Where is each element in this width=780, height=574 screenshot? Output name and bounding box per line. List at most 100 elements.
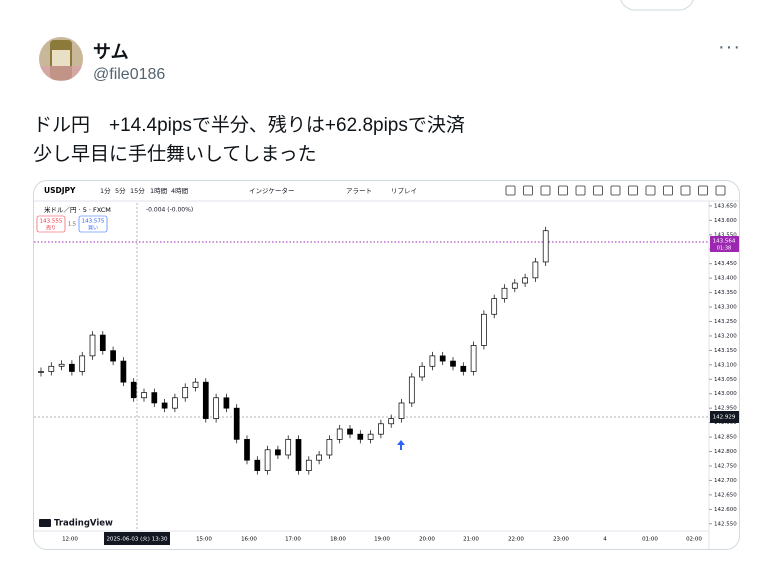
candle-body	[89, 334, 96, 357]
time-label: 19:00	[374, 537, 390, 543]
time-label: 12:00	[62, 537, 78, 543]
price-tick-label: 143.650	[714, 203, 737, 209]
buy-price: 143.575	[82, 219, 105, 225]
time-label: 20:00	[419, 537, 435, 543]
tweet-text-line: 少し早目に手仕舞いしてしまった	[33, 144, 317, 165]
cursor-price: 142.929	[713, 415, 736, 421]
toolbar-item[interactable]: リプレイ	[391, 187, 417, 195]
time-label: 01:00	[642, 537, 658, 543]
drawing-tool	[663, 185, 673, 196]
candle-body	[295, 439, 302, 471]
tweet-text-line: ドル円 +14.4pipsで半分、残りは+62.8pipsで決済	[33, 115, 465, 136]
price-tick-label: 142.650	[714, 492, 737, 498]
candle-body	[275, 449, 281, 456]
change: -0.004 (-0.00%)	[146, 207, 193, 214]
candle-body	[378, 423, 384, 435]
drawing-tool	[575, 185, 586, 196]
chart-image[interactable]: USDJPY 1分 5分 15分 1時間 4時間 インジケーター アラート リプレイ 米ドル／円 …	[33, 180, 740, 550]
candle-body	[408, 376, 415, 404]
price-tick-label: 142.750	[714, 463, 737, 469]
candle-body	[491, 298, 498, 315]
candle-body	[192, 381, 199, 388]
buy-label: 買い	[88, 226, 98, 232]
toolbar-item[interactable]: 5分	[115, 186, 126, 195]
top-fragment	[620, 0, 694, 11]
price-tick-label: 142.950	[714, 406, 737, 412]
candle-body	[202, 381, 209, 419]
sell-label: 売り	[46, 225, 56, 232]
author-name[interactable]: サム	[93, 42, 129, 62]
follow-button-edge[interactable]	[620, 0, 694, 11]
candle-body	[151, 392, 158, 404]
drawing-tool	[628, 185, 638, 196]
drawing-tool	[558, 185, 568, 196]
candle-body	[419, 365, 425, 378]
candle-body	[429, 355, 436, 367]
time-label: 16:00	[241, 537, 257, 543]
chart-screenshot: USDJPY 1分 5分 15分 1時間 4時間 インジケーター アラート リプレイ米ドル／円 …	[34, 185, 739, 549]
author-handle[interactable]: @file0186	[93, 66, 166, 83]
candle-body	[439, 355, 446, 362]
candle-body	[450, 360, 456, 367]
candle-body	[172, 397, 178, 409]
spread: 1.5	[68, 222, 76, 228]
drawing-tool	[610, 185, 621, 196]
time-label: 22:00	[508, 537, 524, 543]
buy-box	[78, 215, 108, 233]
toolbar-item[interactable]: インジケーター	[249, 186, 295, 195]
candle-body	[460, 365, 467, 372]
candle-body	[305, 459, 312, 471]
drawing-tool	[715, 185, 726, 196]
avatar[interactable]	[38, 36, 84, 82]
more-button[interactable]: ···	[718, 36, 741, 58]
toolbar-item[interactable]: アラート	[346, 187, 372, 195]
candle-body	[161, 402, 168, 409]
toolbar-item[interactable]: 15分	[130, 186, 145, 195]
brand-mark	[39, 519, 51, 527]
price-tick-label: 143.400	[714, 276, 737, 282]
candle-body	[532, 261, 539, 279]
candle-body	[542, 230, 549, 263]
candle-body	[99, 334, 106, 352]
drawing-tool	[540, 185, 551, 196]
signal-arrow	[397, 440, 405, 450]
candle-body	[522, 277, 528, 284]
drawing-tool	[523, 185, 533, 196]
price-tick-label: 143.450	[714, 261, 737, 267]
candle-body	[120, 360, 127, 383]
candle-body	[264, 449, 271, 471]
legend: 米ドル／円 · 5 · FXCM	[44, 205, 111, 214]
toolbar-item[interactable]: 1分	[100, 186, 111, 195]
candle-body	[223, 397, 230, 409]
toolbar-item[interactable]: 1時間	[150, 187, 167, 195]
price-tick-label: 143.250	[714, 319, 737, 325]
candle-body	[316, 454, 322, 461]
candle-body	[367, 433, 374, 440]
price-tick-label: 142.700	[714, 478, 737, 484]
candle-body	[481, 313, 487, 346]
candle-body	[38, 371, 44, 373]
price-tick-label: 143.600	[714, 218, 737, 224]
candle-body	[48, 365, 55, 372]
candle-body	[233, 407, 240, 440]
candle-body	[110, 350, 116, 362]
time-label: 4	[603, 537, 607, 543]
candle-body	[58, 363, 65, 367]
toolbar-item[interactable]: 4時間	[171, 187, 188, 195]
candle-body	[244, 439, 250, 461]
candle-body	[130, 381, 137, 399]
candle-body	[141, 392, 147, 399]
candle-body	[182, 387, 189, 399]
price-tick-label: 143.550	[714, 232, 737, 238]
price-tick-label: 142.600	[714, 507, 737, 513]
cursor-time: 2025-06-03 (火) 13:30	[106, 537, 168, 543]
candle-body	[326, 439, 333, 456]
price-tick-label: 143.000	[714, 391, 737, 397]
countdown: 01:38	[717, 246, 731, 252]
candle-body	[357, 433, 364, 440]
drawing-tool	[698, 185, 708, 196]
time-label: 15:00	[196, 537, 212, 543]
time-label: 21:00	[463, 537, 479, 543]
time-label: 23:00	[553, 537, 569, 543]
